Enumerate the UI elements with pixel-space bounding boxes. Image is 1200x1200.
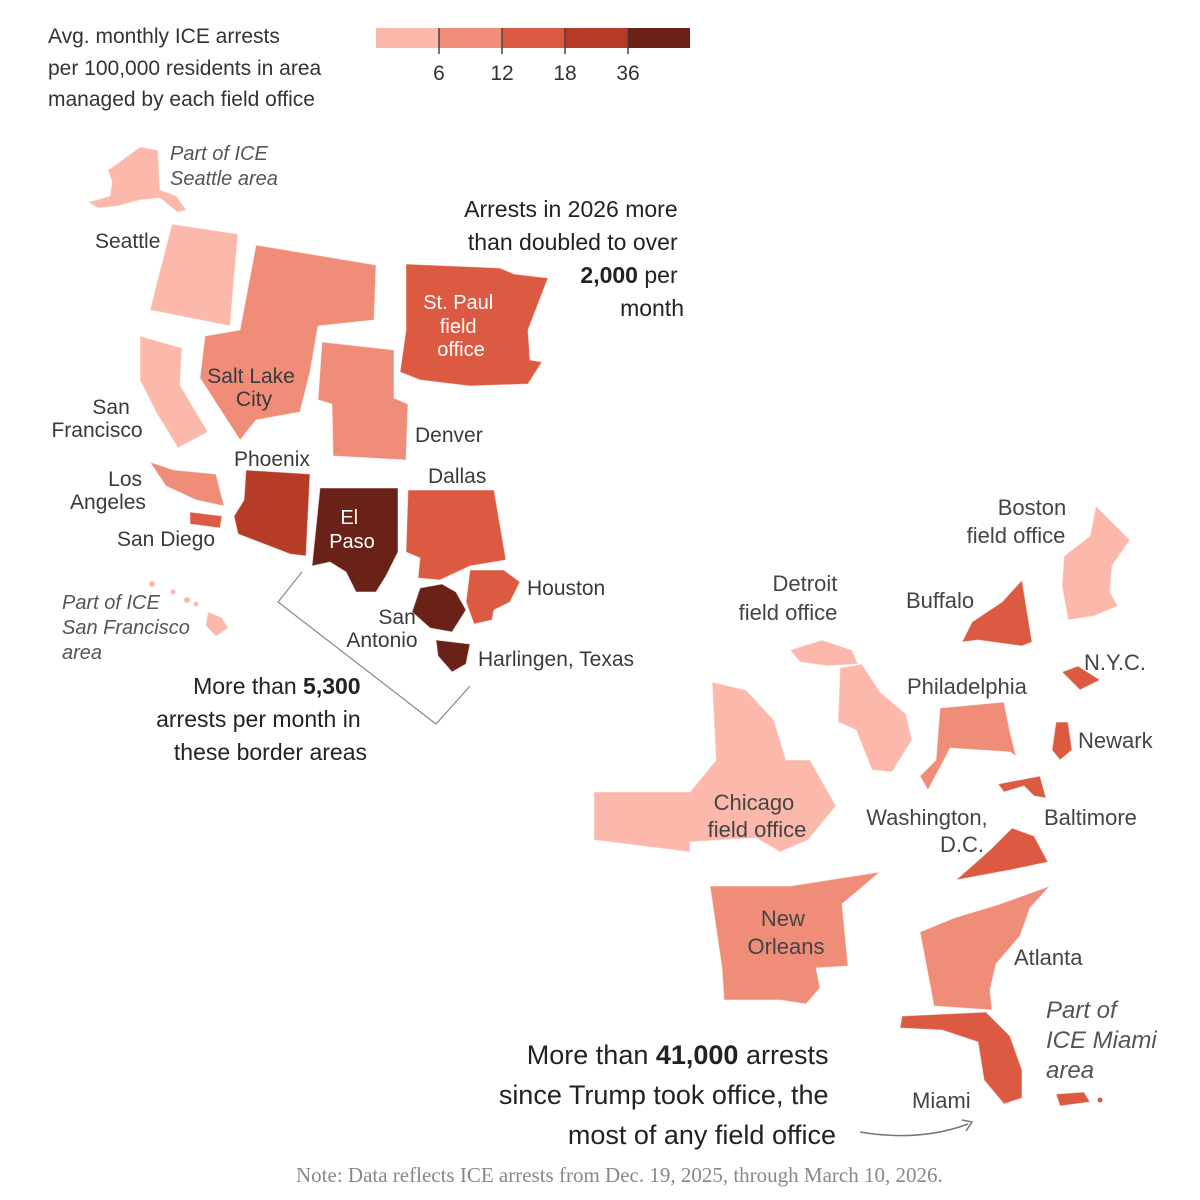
legend-title-line-3: managed by each field office [48, 88, 315, 111]
region-hawaii-island [170, 589, 176, 595]
region-detroit-upper[interactable] [789, 639, 859, 667]
region-baltimore[interactable] [997, 775, 1047, 799]
region-los-angeles[interactable] [148, 461, 225, 507]
region-salt-lake-city[interactable] [199, 244, 377, 441]
region-san-diego[interactable] [189, 511, 223, 529]
annotation-border-text: More than 5,300 arrests per month in the… [156, 673, 367, 765]
region-hawaii-big-island [206, 612, 228, 636]
miami-arrow-head [961, 1119, 974, 1132]
label-chicago: Chicago field office [708, 790, 807, 842]
region-denver[interactable] [317, 341, 409, 461]
east-regions [593, 504, 1131, 1107]
region-hawaii-island [193, 601, 199, 607]
label-detroit: Detroit field office [739, 571, 844, 625]
label-el-paso: El Paso [329, 507, 375, 553]
label-washington-dc: Washington, D.C. [866, 805, 994, 857]
west-regions [86, 146, 549, 673]
region-buffalo[interactable] [961, 578, 1033, 647]
label-new-orleans: New Orleans [747, 906, 824, 959]
region-st-paul[interactable] [399, 263, 549, 387]
legend-swatch-0 [376, 28, 439, 48]
label-puerto-rico: Part of ICE Miami area [1046, 997, 1163, 1084]
region-houston[interactable] [465, 569, 521, 625]
region-new-orleans[interactable] [709, 871, 882, 1005]
label-alaska: Part of ICE Seattle area [170, 143, 278, 190]
region-san-antonio[interactable] [411, 583, 467, 633]
region-labels: Part of ICE Seattle area Seattle Salt La… [51, 143, 1163, 1113]
label-salt-lake-city: Salt Lake City [207, 365, 300, 411]
region-san-francisco[interactable] [139, 335, 209, 449]
annotation-st-paul-text: Arrests in 2026 more than doubled to ove… [464, 196, 684, 321]
label-san-diego: San Diego [117, 528, 215, 551]
label-nyc: N.Y.C. [1084, 650, 1146, 675]
legend-swatch-1 [439, 28, 502, 48]
region-hawaii[interactable] [149, 581, 228, 636]
label-philadelphia: Philadelphia [907, 674, 1028, 699]
legend-tick-12: 12 [490, 62, 513, 85]
label-baltimore: Baltimore [1044, 805, 1137, 830]
annotation-miami-text: More than 41,000 arrests since Trump too… [499, 1040, 836, 1150]
label-los-angeles: Los Angeles [70, 468, 148, 514]
region-puerto-rico-island [1097, 1097, 1103, 1103]
miami-arrow [859, 1123, 969, 1137]
legend-title-line-1: Avg. monthly ICE arrests [48, 25, 280, 48]
legend-title-line-2: per 100,000 residents in area [48, 57, 322, 80]
region-miami[interactable] [899, 1011, 1023, 1105]
region-hawaii-island [149, 581, 155, 587]
label-san-francisco: San Francisco [51, 396, 142, 442]
legend-swatch-3 [565, 28, 628, 48]
region-seattle[interactable] [149, 223, 239, 327]
region-dallas[interactable] [405, 489, 507, 581]
annotation-st-paul: Arrests in 2026 more than doubled to ove… [464, 196, 684, 321]
label-san-antonio: San Antonio [346, 606, 421, 652]
legend-swatch-2 [502, 28, 565, 48]
region-nyc[interactable] [1061, 665, 1102, 691]
legend-tick-18: 18 [553, 62, 576, 85]
region-washington-dc[interactable] [954, 827, 1049, 881]
legend-tick-6: 6 [433, 62, 445, 85]
label-atlanta: Atlanta [1014, 945, 1083, 970]
region-hawaii-island [184, 597, 190, 603]
region-atlanta[interactable] [919, 885, 1051, 1011]
region-alaska[interactable] [86, 146, 185, 213]
label-buffalo: Buffalo [906, 588, 974, 613]
label-dallas: Dallas [428, 465, 486, 488]
legend-swatch-4 [628, 28, 690, 48]
footnote: Note: Data reflects ICE arrests from Dec… [296, 1163, 943, 1187]
legend: Avg. monthly ICE arrests per 100,000 res… [48, 25, 690, 111]
label-boston: Boston field office [967, 495, 1073, 548]
annotation-miami: More than 41,000 arrests since Trump too… [499, 1040, 974, 1150]
label-newark: Newark [1078, 728, 1154, 753]
region-alaska-panhandle[interactable] [160, 190, 186, 212]
region-puerto-rico[interactable] [1055, 1091, 1091, 1107]
label-miami: Miami [912, 1088, 971, 1113]
region-el-paso[interactable] [311, 487, 399, 593]
label-st-paul: St. Paul field office [423, 292, 499, 361]
region-phoenix[interactable] [233, 469, 311, 557]
region-detroit-lower[interactable] [837, 663, 913, 773]
label-seattle: Seattle [95, 230, 160, 253]
region-boston[interactable] [1061, 504, 1131, 621]
label-hawaii: Part of ICE San Francisco area [62, 592, 195, 664]
annotation-border: More than 5,300 arrests per month in the… [156, 571, 471, 765]
region-chicago[interactable] [593, 681, 837, 853]
region-harlingen[interactable] [435, 639, 471, 673]
region-newark[interactable] [1051, 721, 1073, 761]
region-philadelphia[interactable] [919, 701, 1017, 792]
label-houston: Houston [527, 577, 605, 600]
border-bracket [277, 571, 471, 725]
label-denver: Denver [415, 424, 483, 447]
label-phoenix: Phoenix [234, 448, 310, 471]
label-harlingen: Harlingen, Texas [478, 648, 634, 671]
legend-tick-36: 36 [616, 62, 639, 85]
